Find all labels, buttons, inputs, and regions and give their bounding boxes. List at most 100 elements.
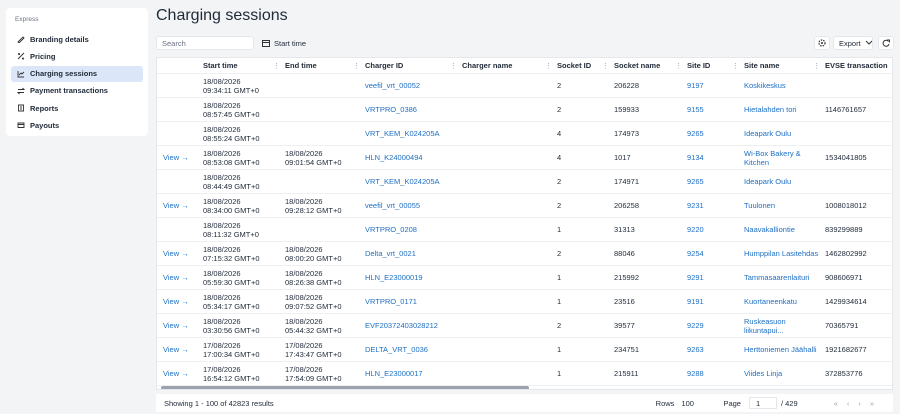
column-menu[interactable]: ⋮ [732, 63, 739, 70]
rows-select[interactable]: 100 [681, 398, 694, 408]
table-cell[interactable]: 9231 [687, 201, 704, 210]
table-cell[interactable]: Wi-Box Bakery & Kitchen [744, 148, 801, 167]
table-cell[interactable]: 9134 [687, 153, 704, 162]
table-cell[interactable]: HLN_E23000019 [365, 273, 423, 282]
table-cell[interactable]: 9263 [687, 345, 704, 354]
table-cell: 23516 [614, 297, 635, 306]
column-menu[interactable]: ⋮ [675, 63, 682, 70]
table-row: 18/08/2026 08:44:49 GMT+0 VRT_KEM_K024205… [157, 170, 892, 194]
view-link[interactable]: View → [163, 249, 189, 258]
settings-button[interactable] [814, 36, 830, 50]
view-link[interactable]: View → [163, 297, 189, 306]
nav-item[interactable]: Payouts [11, 117, 143, 133]
table-cell[interactable]: HLN_E23000017 [365, 369, 423, 378]
nav-item[interactable]: Charging sessions [11, 65, 143, 82]
table-cell[interactable]: VRT_KEM_K024205A [365, 177, 440, 186]
placeholder: Search [162, 38, 186, 48]
table-cell[interactable]: 9191 [687, 297, 704, 306]
table-cell[interactable]: veefil_vrt_00052 [365, 81, 421, 90]
table-cell[interactable]: VRTPRO_0386 [365, 105, 417, 114]
export-button[interactable]: Export [833, 36, 873, 50]
table-cell[interactable]: DELTA_VRT_0036 [365, 345, 428, 354]
table-cell[interactable]: Tuulonen [744, 201, 775, 210]
column-header: Start time [203, 61, 238, 70]
table-cell[interactable]: VRT_KEM_K024205A [365, 129, 440, 138]
table-cell[interactable]: 9229 [687, 321, 704, 330]
table-cell[interactable]: Koskikeskus [744, 81, 786, 90]
table-row: 18/08/2026 08:57:45 GMT+0 VRTPRO_0386 2 159… [157, 98, 892, 122]
view-link[interactable]: View → [163, 201, 189, 210]
table-cell[interactable]: 9265 [687, 129, 704, 138]
table-cell[interactable]: VRTPRO_0208 [365, 225, 417, 234]
table-cell: 17/08/2026 17:43:47 GMT+0 [285, 340, 342, 359]
table-cell[interactable]: 9254 [687, 249, 704, 258]
view-link[interactable]: View → [163, 369, 189, 378]
scrollbar[interactable] [161, 386, 529, 389]
table-footer: Showing 1 - 100 of 42823 results Rows 10… [156, 394, 893, 412]
view-link[interactable]: View → [163, 345, 189, 354]
table-cell[interactable]: veefil_vrt_00055 [365, 201, 421, 210]
table-cell [456, 122, 551, 145]
table-cell[interactable]: Kuortaneenkatu [744, 297, 797, 306]
calendar-icon [262, 40, 270, 47]
table-cell[interactable]: 9220 [687, 225, 704, 234]
column-menu[interactable]: ⋮ [450, 63, 457, 70]
table-cell[interactable]: Ideapark Oulu [744, 129, 792, 138]
nav-item[interactable]: Pricing [11, 48, 143, 64]
table-cell[interactable]: 9288 [687, 369, 704, 378]
result-summary: Showing 1 - 100 of 42823 results [164, 398, 274, 408]
view-link[interactable] [157, 170, 197, 193]
view-link[interactable] [157, 218, 197, 241]
table-cell[interactable]: Ideapark Oulu [744, 177, 792, 186]
view-link[interactable]: View → [163, 321, 189, 330]
table-cell[interactable]: 9155 [687, 105, 704, 114]
table-row: View → 18/08/2026 05:59:30 GMT+0 18/08/202… [157, 266, 892, 290]
sessions-table: Start time ⋮ End time ⋮ Charger ID ⋮ Charger n… [156, 57, 893, 390]
view-link[interactable] [157, 98, 197, 121]
refresh-button[interactable] [878, 36, 894, 50]
table-cell[interactable]: Hietalahden tori [744, 105, 797, 114]
column-header: EVSE transaction [825, 61, 888, 70]
table-cell[interactable]: Tammasaarenlaituri [744, 273, 810, 282]
table-cell[interactable]: EVF20372403028212 [365, 321, 438, 330]
table-cell[interactable]: Herttoniemen Jäähalli [744, 345, 817, 354]
view-link[interactable] [157, 122, 197, 145]
column-menu[interactable]: ⋮ [353, 63, 360, 70]
column-menu[interactable]: ⋮ [273, 63, 280, 70]
table-cell[interactable]: Viides Linja [744, 369, 783, 378]
table-cell: 1 [557, 273, 562, 282]
table-cell [456, 266, 551, 289]
table-cell: 1 [557, 297, 562, 306]
view-link[interactable] [157, 74, 197, 97]
table-cell: 908606971 [825, 273, 863, 282]
table-cell[interactable]: Ruskeasuon liikuntapui... [744, 316, 786, 335]
column-menu[interactable]: ⋮ [813, 63, 820, 70]
page-total: / 429 [780, 398, 798, 408]
table-cell [456, 314, 551, 337]
nav-item[interactable]: Branding details [11, 31, 143, 47]
page-input[interactable]: 1 [748, 397, 777, 409]
table-cell[interactable]: VRTPRO_0171 [365, 297, 417, 306]
table-cell[interactable]: 9265 [687, 177, 704, 186]
nav-label: Payouts [30, 120, 60, 130]
table-cell[interactable]: Naavakalliontie [744, 225, 795, 234]
pager-arrows[interactable]: «‹›» [833, 398, 883, 408]
table-cell [819, 122, 892, 145]
table-cell [456, 218, 551, 241]
nav-item[interactable]: Payment transactions [11, 83, 143, 99]
column-menu[interactable]: ⋮ [545, 63, 552, 70]
table-cell [456, 74, 551, 97]
table-cell[interactable]: 9197 [687, 81, 704, 90]
search-input[interactable]: Search [156, 36, 254, 50]
table-cell[interactable]: HLN_K24000494 [365, 153, 423, 162]
column-menu[interactable]: ⋮ [602, 63, 609, 70]
nav-item[interactable]: Reports [11, 100, 143, 116]
table-cell: 1008018012 [825, 201, 867, 210]
view-link[interactable]: View → [163, 273, 189, 282]
table-cell[interactable]: Humppilan Lasitehdas [744, 249, 819, 258]
table-cell[interactable]: 9291 [687, 273, 704, 282]
table-cell: 18/08/2026 08:44:49 GMT+0 [203, 172, 260, 191]
filter-button[interactable]: Start time [258, 36, 308, 50]
table-cell[interactable]: Delta_vrt_0021 [365, 249, 416, 258]
view-link[interactable]: View → [163, 153, 189, 162]
